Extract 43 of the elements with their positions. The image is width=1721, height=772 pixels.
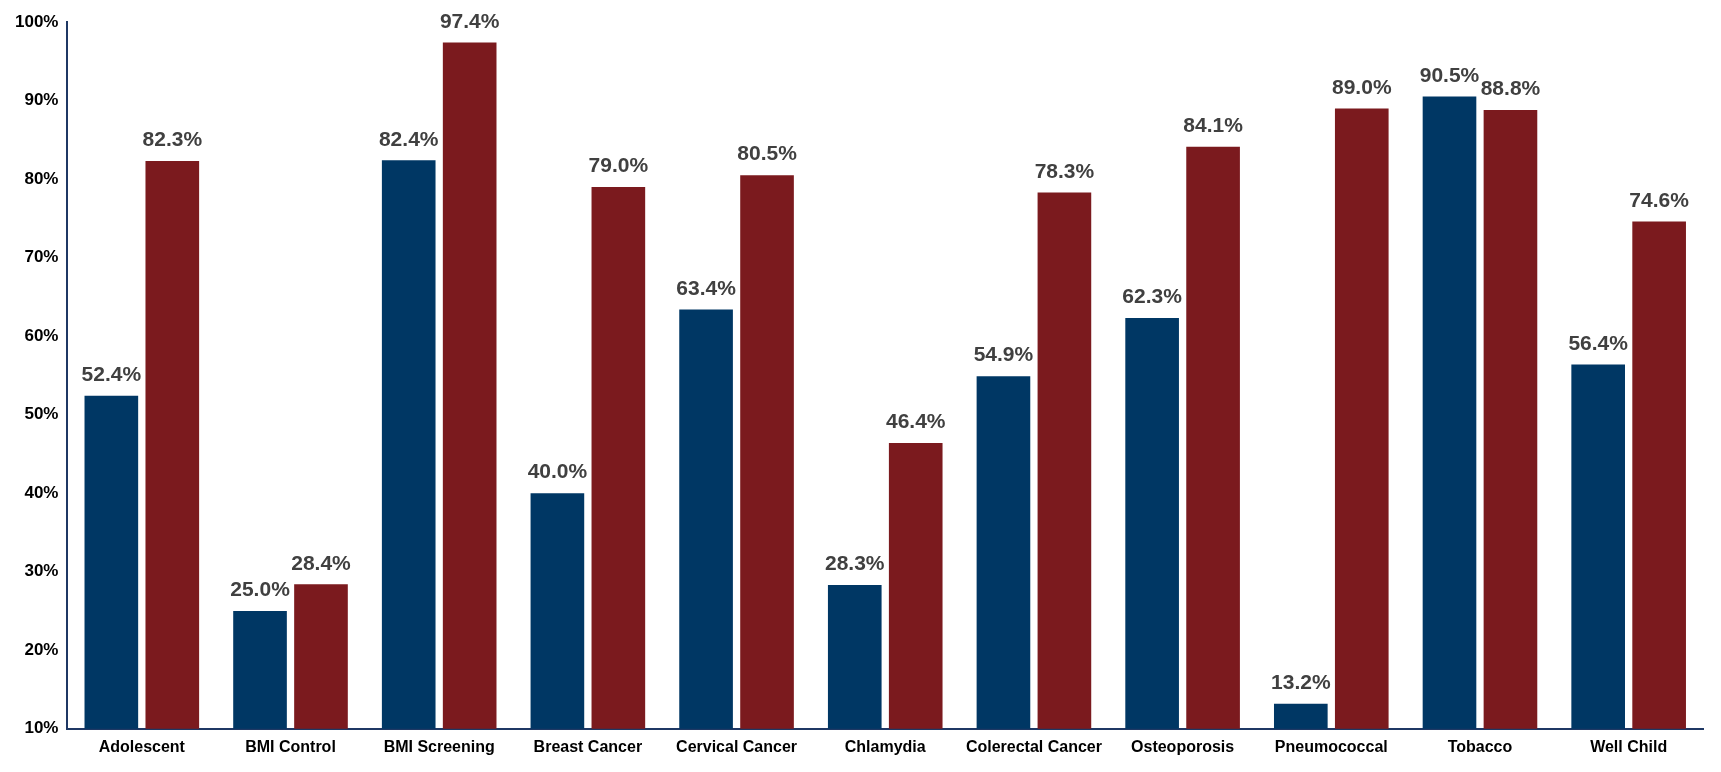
y-tick-label: 60% — [24, 325, 59, 345]
data-label: 54.9% — [973, 342, 1034, 366]
x-tick-label: Chlamydia — [844, 737, 926, 755]
x-tick-label: BMI Screening — [383, 737, 495, 755]
y-tick-label: 30% — [24, 561, 59, 581]
y-tick-label: 80% — [24, 168, 59, 188]
y-tick-label: 50% — [24, 404, 59, 424]
y-tick-label: 40% — [24, 482, 59, 502]
data-label: 28.4% — [291, 550, 352, 574]
data-label: 74.6% — [1629, 187, 1690, 211]
data-label: 84.1% — [1183, 113, 1244, 137]
data-label: 46.4% — [885, 409, 946, 433]
data-label: 88.8% — [1480, 76, 1541, 100]
data-label: 80.5% — [737, 141, 798, 165]
x-tick-label: Breast Cancer — [533, 737, 643, 755]
x-tick-label: Tobacco — [1447, 737, 1513, 755]
data-label: 90.5% — [1419, 62, 1480, 86]
y-tick-label: 10% — [24, 718, 59, 738]
x-tick-label: Cervical Cancer — [676, 737, 798, 755]
data-label: 97.4% — [439, 8, 500, 32]
x-tick-label: Osteoporosis — [1131, 737, 1235, 755]
data-label: 62.3% — [1122, 284, 1183, 308]
data-label: 56.4% — [1568, 330, 1629, 354]
data-label: 40.0% — [527, 459, 588, 483]
y-tick-label: 20% — [24, 639, 59, 659]
data-label: 82.3% — [142, 127, 203, 151]
x-tick-label: Colerectal Cancer — [965, 737, 1102, 755]
x-tick-label: Well Child — [1590, 737, 1668, 755]
y-tick-label: 100% — [15, 11, 59, 31]
y-tick-label: 70% — [24, 247, 59, 267]
data-label: 52.4% — [81, 362, 142, 386]
data-label: 28.3% — [824, 551, 885, 575]
data-label: 79.0% — [588, 153, 649, 177]
data-label: 78.3% — [1034, 158, 1095, 182]
data-label: 63.4% — [676, 275, 737, 299]
data-label: 13.2% — [1271, 669, 1331, 693]
y-tick-label: 90% — [24, 90, 59, 110]
x-tick-label: Adolescent — [98, 737, 186, 755]
data-label: 89.0% — [1332, 74, 1392, 98]
x-tick-label: Pneumococcal — [1274, 737, 1388, 755]
data-label: 82.4% — [378, 126, 439, 150]
data-label: 25.0% — [230, 577, 291, 601]
x-tick-label: BMI Control — [245, 737, 336, 755]
